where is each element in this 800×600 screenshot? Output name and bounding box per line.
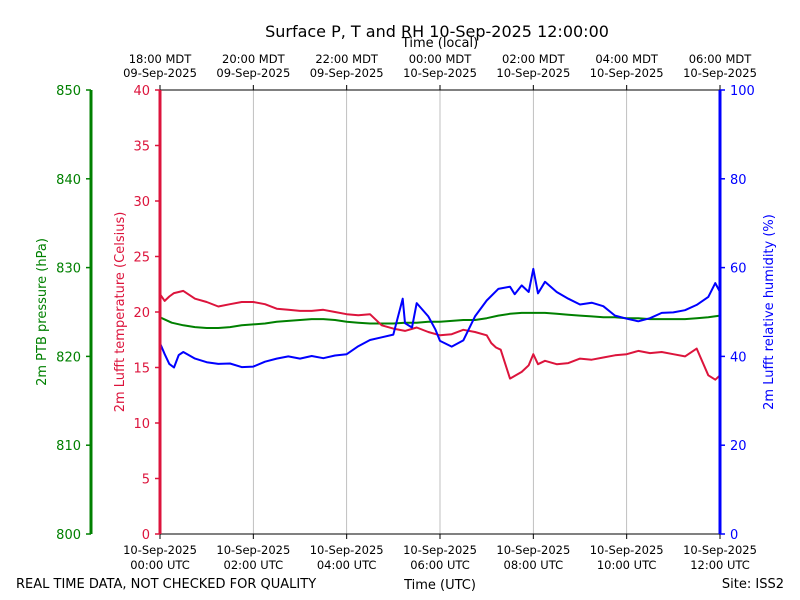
top-tick-label-date: 10-Sep-2025	[496, 66, 570, 80]
temperature-axis-tick-label: 30	[133, 195, 150, 210]
temperature-axis-tick-label: 15	[133, 362, 150, 377]
pressure-axis-tick-label: 820	[56, 350, 81, 365]
pressure-axis-tick-label: 810	[56, 439, 81, 454]
humidity-axis-tick-label: 80	[730, 173, 747, 188]
top-tick-label-date: 10-Sep-2025	[590, 66, 664, 80]
x-tick-label-date: 10-Sep-2025	[310, 543, 384, 557]
temperature-axis-tick-label: 25	[133, 251, 150, 266]
pressure-axis-tick-label: 850	[56, 84, 81, 99]
humidity-axis-tick-label: 60	[730, 262, 747, 277]
top-tick-label-time: 20:00 MDT	[222, 52, 286, 66]
top-tick-label-time: 18:00 MDT	[129, 52, 193, 66]
temperature-axis-tick-label: 35	[133, 140, 150, 155]
pressure-axis-tick-label: 840	[56, 173, 81, 188]
temperature-axis-tick-label: 10	[133, 417, 150, 432]
quality-disclaimer: REAL TIME DATA, NOT CHECKED FOR QUALITY	[16, 577, 316, 592]
top-tick-label-time: 22:00 MDT	[315, 52, 379, 66]
grid-lines	[252, 90, 628, 534]
top-tick-label-date: 10-Sep-2025	[403, 66, 477, 80]
humidity-axis-tick-label: 0	[730, 528, 738, 543]
x-tick-label-date: 10-Sep-2025	[403, 543, 477, 557]
humidity-axis-tick-label: 100	[730, 84, 755, 99]
bottom-axis-label: Time (UTC)	[403, 578, 476, 593]
site-label: Site: ISS2	[722, 577, 784, 592]
temperature-axis-tick-label: 0	[142, 528, 150, 543]
pressure-axis-tick-label: 800	[56, 528, 81, 543]
temperature-axis-tick-label: 5	[142, 473, 150, 488]
x-tick-label-time: 06:00 UTC	[410, 558, 470, 572]
x-tick-label-time: 10:00 UTC	[597, 558, 657, 572]
x-tick-label-time: 00:00 UTC	[130, 558, 190, 572]
pressure-axis-tick-label: 830	[56, 262, 81, 277]
humidity-axis-tick-label: 40	[730, 350, 747, 365]
x-tick-label-date: 10-Sep-2025	[123, 543, 197, 557]
x-tick-label-time: 02:00 UTC	[224, 558, 284, 572]
x-tick-label-time: 08:00 UTC	[504, 558, 564, 572]
top-tick-label-date: 09-Sep-2025	[310, 66, 384, 80]
top-tick-label-time: 02:00 MDT	[502, 52, 566, 66]
x-tick-label-date: 10-Sep-2025	[590, 543, 664, 557]
temperature-axis-label: 2m Lufft temperature (Celsius)	[113, 212, 128, 413]
top-tick-label-time: 04:00 MDT	[595, 52, 659, 66]
x-tick-label-time: 04:00 UTC	[317, 558, 377, 572]
pressure-axis-label: 2m PTB pressure (hPa)	[35, 238, 50, 386]
top-tick-label-time: 06:00 MDT	[689, 52, 753, 66]
series-line-temperature	[159, 289, 721, 381]
x-tick-label-date: 10-Sep-2025	[496, 543, 570, 557]
temperature-axis-tick-label: 40	[133, 84, 150, 99]
humidity-axis-tick-label: 20	[730, 439, 747, 454]
x-tick-label-time: 12:00 UTC	[690, 558, 750, 572]
top-tick-label-date: 09-Sep-2025	[123, 66, 197, 80]
series-layer	[159, 267, 721, 381]
humidity-axis-label: 2m Lufft relative humidity (%)	[762, 214, 777, 410]
x-tick-label-date: 10-Sep-2025	[683, 543, 757, 557]
top-tick-label-time: 00:00 MDT	[409, 52, 473, 66]
x-tick-label-date: 10-Sep-2025	[216, 543, 290, 557]
temperature-axis-tick-label: 20	[133, 306, 150, 321]
chart-title: Surface P, T and RH 10-Sep-2025 12:00:00	[265, 22, 609, 41]
series-line-humidity	[159, 267, 721, 369]
top-axis-label: Time (local)	[401, 36, 478, 51]
top-tick-label-date: 10-Sep-2025	[683, 66, 757, 80]
top-tick-label-date: 09-Sep-2025	[216, 66, 290, 80]
